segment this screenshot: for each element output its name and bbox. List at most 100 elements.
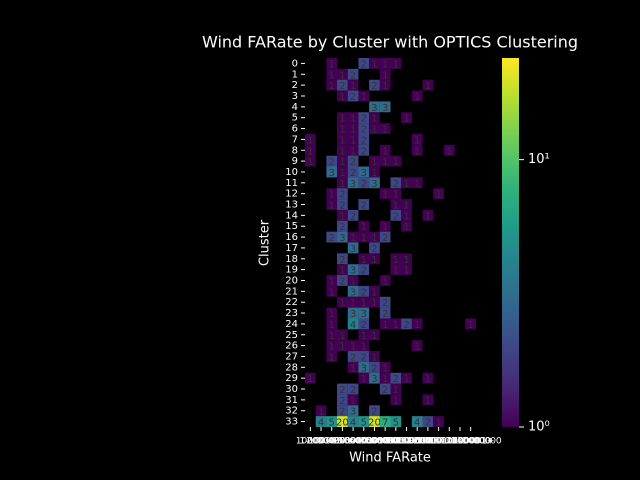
cell-label: 1	[403, 211, 409, 222]
heat-cell	[358, 351, 370, 362]
heat-cell	[337, 275, 348, 286]
cell-label: 1	[318, 407, 324, 418]
heat-cell	[379, 58, 391, 69]
heat-cell	[390, 209, 402, 221]
cell-label: 3	[350, 179, 356, 190]
cell-label: 1	[414, 135, 420, 146]
cell-label: 2	[393, 374, 399, 385]
heat-cell	[337, 405, 348, 417]
heat-cell	[401, 372, 412, 384]
y-tick-label: 21	[285, 286, 298, 297]
heat-cell	[347, 166, 359, 178]
cell-label: 1	[329, 70, 335, 81]
heat-cell	[401, 220, 412, 232]
cell-label: 2	[361, 125, 367, 136]
cell-label: 5	[329, 418, 335, 429]
heat-cell	[369, 329, 380, 341]
heat-cell	[358, 361, 370, 373]
heat-cell	[337, 112, 348, 124]
heat-cell	[347, 318, 359, 330]
heat-cell	[369, 58, 380, 69]
heat-cell	[347, 123, 359, 134]
cell-label: 2	[350, 168, 356, 179]
heat-cell	[337, 340, 348, 352]
heat-cell	[401, 209, 412, 221]
heat-cell	[347, 144, 359, 156]
cell-label: 1	[382, 70, 388, 81]
cell-label: 1	[339, 92, 345, 103]
cell-label: 1	[403, 266, 409, 277]
heat-cell	[358, 166, 370, 178]
heat-cell	[347, 405, 359, 417]
heat-cell	[379, 123, 391, 134]
cell-label: 2	[361, 114, 367, 125]
cell-label: 1	[382, 125, 388, 136]
cell-label: 1	[329, 81, 335, 92]
heat-cell	[390, 155, 402, 167]
heat-cell	[337, 177, 348, 189]
y-tick-label: 11	[285, 178, 298, 189]
heat-cell	[411, 177, 423, 189]
heat-cell	[358, 220, 370, 232]
heat-cell	[347, 296, 359, 308]
cell-label: 3	[361, 363, 367, 374]
heat-cell	[369, 166, 380, 178]
cell-label: 1	[339, 331, 345, 342]
x-tick-label: 0	[307, 437, 313, 447]
heat-cell	[347, 177, 359, 189]
cell-label: 1	[350, 135, 356, 146]
heat-cell	[379, 155, 391, 167]
cell-label: 7	[382, 418, 388, 429]
heat-cell	[326, 285, 338, 297]
heat-cell	[379, 416, 391, 427]
cell-label: 3	[350, 407, 356, 418]
cell-label: 2	[339, 255, 345, 266]
cell-label: 2	[339, 201, 345, 212]
cell-label: 1	[307, 135, 313, 146]
cell-label: 2	[339, 222, 345, 233]
cell-label: 1	[425, 374, 431, 385]
y-tick-label: 0	[292, 58, 298, 69]
colorbar	[502, 58, 519, 427]
cell-label: 1	[339, 135, 345, 146]
heat-cell	[369, 351, 380, 362]
y-tick-label: 8	[292, 145, 298, 156]
cell-label: 3	[350, 266, 356, 277]
cell-label: 1	[403, 255, 409, 266]
heat-cell	[369, 112, 380, 124]
cell-label: 1	[307, 374, 313, 385]
cell-label: 5	[393, 418, 399, 429]
cell-label: 1	[371, 233, 377, 244]
cell-label: 2	[393, 211, 399, 222]
heat-cell	[347, 209, 359, 221]
cell-label: 3	[371, 374, 377, 385]
cell-label: 1	[393, 266, 399, 277]
cell-label: 1	[339, 157, 345, 168]
heat-cell	[337, 264, 348, 276]
y-tick-label: 22	[285, 297, 298, 308]
heat-cell	[358, 123, 370, 134]
cell-label: 2	[361, 266, 367, 277]
heat-cell	[358, 264, 370, 276]
heat-cell	[305, 133, 316, 145]
cell-label: 1	[361, 92, 367, 103]
cell-label: 4	[350, 418, 356, 429]
heat-cell	[379, 296, 391, 308]
heat-cell	[369, 101, 380, 113]
y-tick-label: 19	[285, 265, 298, 276]
cell-label: 2	[361, 179, 367, 190]
cell-label: 1	[382, 276, 388, 287]
heat-cell	[337, 166, 348, 178]
y-tick-label: 29	[285, 373, 298, 384]
cell-label: 2	[361, 135, 367, 146]
heat-cell	[337, 199, 348, 210]
cell-label: 1	[393, 59, 399, 70]
x-tick-label: 200001-300000	[306, 437, 378, 447]
heat-cell	[358, 416, 370, 427]
heat-cell	[390, 199, 402, 210]
cell-label: 3	[361, 168, 367, 179]
cell-label: 1	[382, 320, 388, 331]
cell-label: 2	[382, 309, 388, 320]
heat-cell	[358, 253, 370, 265]
